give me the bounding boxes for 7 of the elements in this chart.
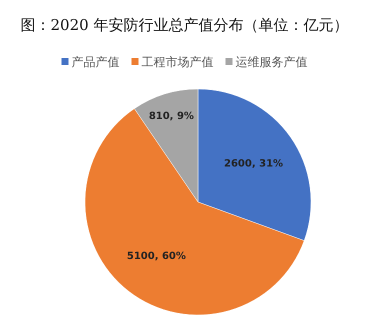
legend-label: 运维服务产值 <box>236 55 308 69</box>
legend-label: 产品产值 <box>72 55 120 69</box>
data-label: 2600, 31% <box>224 158 284 170</box>
chart-title: 图：2020 年安防行业总产值分布（单位：亿元） <box>20 16 348 34</box>
legend-label: 工程市场产值 <box>142 55 214 69</box>
data-label: 810, 9% <box>148 111 194 122</box>
data-label: 5100, 60% <box>126 251 186 262</box>
